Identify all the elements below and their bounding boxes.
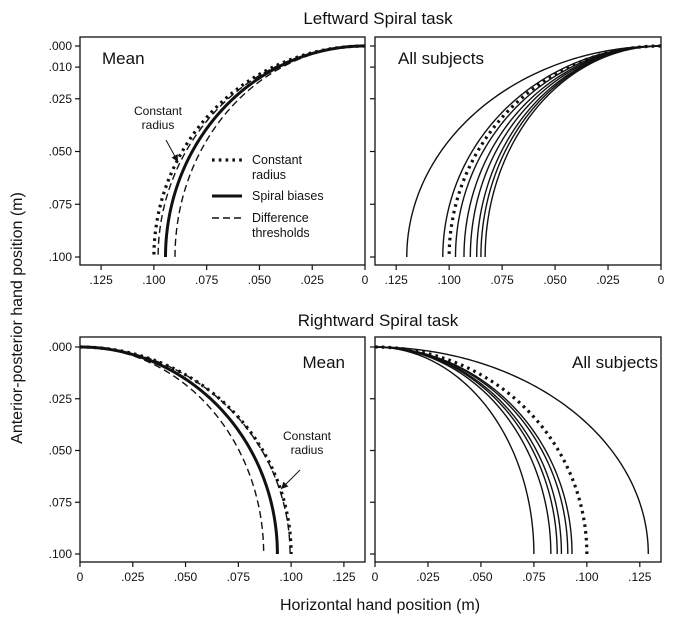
x-tick-label: 0 [658, 273, 665, 287]
x-tick-label: .050 [543, 273, 567, 287]
x-tick-label: .125 [332, 570, 356, 584]
panel-frame [374, 336, 662, 563]
x-tick-label: 0 [77, 570, 84, 584]
x-tick-label: .075 [490, 273, 514, 287]
x-tick-label: .100 [142, 273, 166, 287]
panel-label: All subjects [398, 49, 484, 68]
y-tick-label: .075 [49, 495, 73, 509]
panel-2: .125 .100 .075 .050 .025 0 All subjects [370, 36, 665, 287]
y-tick-label: .100 [49, 547, 73, 561]
panel-label: Mean [102, 49, 145, 68]
series-line-dashed-4 [174, 45, 366, 258]
leftward-section-title: Leftward Spiral task [303, 9, 453, 28]
annotation-text: Constant [283, 429, 332, 443]
legend-entry-text: Constant [252, 153, 303, 167]
x-tick-label: .025 [301, 273, 325, 287]
y-tick-label: .025 [49, 92, 73, 106]
panel-1: .125 .100 .075 .050 .025 0 .000 .010 .025 .050 .07… [49, 36, 369, 287]
annotation-arrow-head [281, 481, 289, 489]
y-tick-label: .075 [49, 197, 73, 211]
legend-entry-text: thresholds [252, 226, 310, 240]
panel-label: Mean [302, 353, 345, 372]
x-tick-label: .100 [437, 273, 461, 287]
x-tick-label: .025 [596, 273, 620, 287]
y-tick-label: .050 [49, 145, 73, 159]
x-tick-label: .100 [279, 570, 303, 584]
series-line-solid-8 [480, 45, 662, 258]
series-line-solid-2 [374, 346, 649, 555]
series-line-solid-4 [374, 346, 552, 555]
y-tick-label: .000 [49, 39, 73, 53]
panel-3: 0 .025 .050 .075 .100 .125 .000 .025 .050 .075 .10… [49, 336, 366, 584]
series-line-solid-2 [79, 345, 279, 555]
x-tick-label: .100 [575, 570, 599, 584]
y-tick-label: .050 [49, 444, 73, 458]
series-line-solid-2 [164, 44, 366, 258]
x-tick-label: .025 [121, 570, 145, 584]
rightward-section-title: Rightward Spiral task [298, 311, 459, 330]
legend-entry-text: Difference [252, 211, 309, 225]
x-tick-label: .025 [416, 570, 440, 584]
panels-group: .125 .100 .075 .050 .025 0 .000 .010 .025 .050 .07… [49, 36, 665, 584]
y-tick-label: .010 [49, 60, 73, 74]
y-tick-label: .000 [49, 340, 73, 354]
series-line-solid-5 [374, 346, 558, 555]
panel-frame [374, 36, 662, 266]
x-tick-label: .125 [628, 570, 652, 584]
series-line-dashed-4 [79, 346, 265, 555]
x-tick-label: 0 [362, 273, 369, 287]
y-tick-label: .025 [49, 392, 73, 406]
panel-frame [79, 36, 366, 266]
x-tick-label: .075 [227, 570, 251, 584]
series-line-solid-9 [484, 45, 662, 258]
y-axis-label: Anterior-posterior hand position (m) [9, 192, 26, 444]
x-axis-label: Horizontal hand position (m) [280, 597, 480, 614]
x-tick-label: 0 [372, 570, 379, 584]
x-tick-label: .075 [195, 273, 219, 287]
annotation-text: Constant [134, 104, 183, 118]
x-tick-label: .050 [469, 570, 493, 584]
series-line-solid-3 [374, 346, 535, 555]
x-tick-label: .050 [174, 570, 198, 584]
series-line-dotted-1 [374, 345, 589, 555]
series-line-solid-8 [374, 346, 573, 555]
x-tick-label: .125 [89, 273, 113, 287]
x-tick-label: .125 [385, 273, 409, 287]
x-tick-label: .075 [522, 570, 546, 584]
series-line-solid-5 [463, 45, 662, 258]
panel-frame [79, 336, 366, 563]
legend-entry-text: Spiral biases [252, 189, 324, 203]
annotation-text: radius [142, 118, 175, 132]
legend-entry-text: radius [252, 168, 286, 182]
series-line-dotted-1 [447, 44, 662, 258]
x-tick-label: .050 [248, 273, 272, 287]
series-line-solid-3 [442, 45, 662, 258]
annotation-text: radius [291, 443, 324, 457]
panel-4: 0 .025 .050 .075 .100 .125 All subjects [370, 336, 662, 584]
annotation-arrow-head [171, 154, 178, 162]
y-tick-label: .100 [49, 250, 73, 264]
series-line-solid-2 [406, 45, 662, 258]
panel-label: All subjects [572, 353, 658, 372]
